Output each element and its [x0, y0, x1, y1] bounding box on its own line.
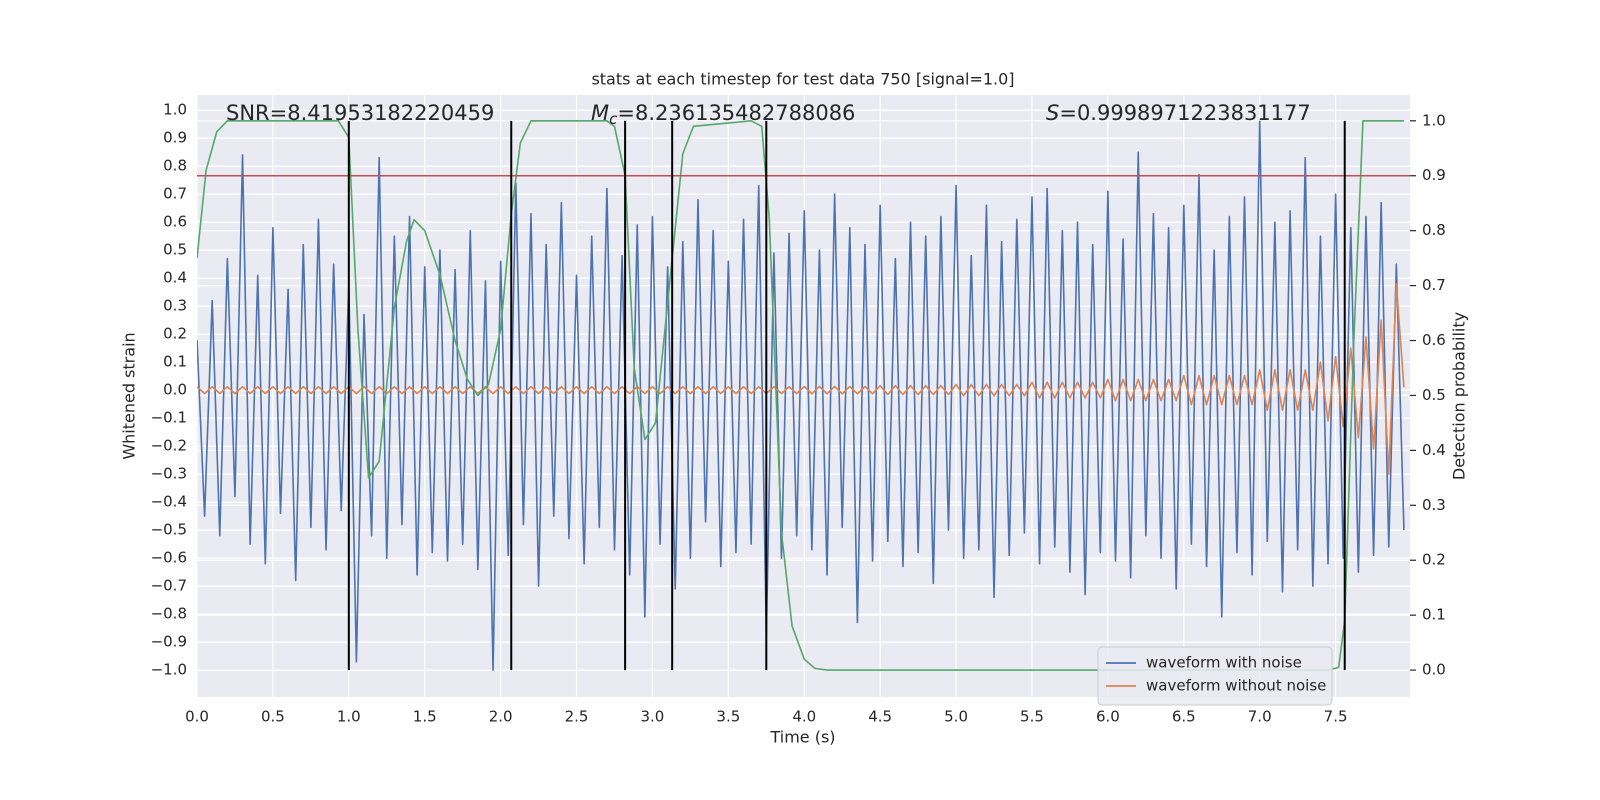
y2-tick-label: 0.7: [1422, 276, 1446, 294]
chart-title: stats at each timestep for test data 750…: [591, 70, 1014, 89]
legend: waveform with noise waveform without nois…: [1097, 646, 1333, 706]
y-tick-label: −0.2: [151, 437, 187, 455]
y-tick-label: 0.2: [163, 325, 187, 343]
y2-tick-label: 1.0: [1422, 111, 1446, 129]
x-tick-label: 7.5: [1324, 708, 1348, 726]
series-line: [197, 120, 1404, 671]
y-tick-label: 0.6: [163, 213, 187, 231]
annotation: S=0.9998971223831177: [1046, 101, 1311, 125]
x-tick-label: 6.0: [1096, 708, 1120, 726]
x-tick-label: 5.0: [944, 708, 968, 726]
y2-tick-label: 0.6: [1422, 331, 1446, 349]
y2-tick-label: 0.3: [1422, 496, 1446, 514]
y-tick-label: 0.0: [163, 381, 187, 399]
annotation-symbol: S: [1046, 101, 1059, 125]
series-line: [197, 282, 1405, 475]
y-tick-label: 1.0: [163, 101, 187, 119]
y2-tick-label: 0.4: [1422, 441, 1446, 459]
y2-tick-label: 0.8: [1422, 221, 1446, 239]
y2-tick-label: 0.2: [1422, 551, 1446, 569]
x-tick-label: 7.0: [1248, 708, 1272, 726]
y-tick-label: 0.9: [163, 129, 187, 147]
y2-tick-label: 0.1: [1422, 606, 1446, 624]
x-tick-label: 6.5: [1172, 708, 1196, 726]
x-tick-label: 3.0: [641, 708, 665, 726]
annotation-text: SNR=8.41953182220459: [226, 101, 494, 125]
series-line: [197, 120, 1405, 671]
y-tick-label: 0.4: [163, 269, 187, 287]
x-tick-label: 0.0: [185, 708, 209, 726]
annotation-text: =0.9998971223831177: [1059, 101, 1310, 125]
x-tick-label: 0.5: [261, 708, 285, 726]
y-tick-label: −0.8: [151, 605, 187, 623]
y-tick-label: 0.3: [163, 297, 187, 315]
legend-box: [1097, 646, 1333, 706]
x-tick-label: 3.5: [716, 708, 740, 726]
y2-tick-label: 0.9: [1422, 166, 1446, 184]
y-tick-label: 0.8: [163, 157, 187, 175]
annotation-text: =8.236135482788086: [617, 101, 855, 125]
legend-label: waveform with noise: [1146, 654, 1302, 672]
x-tick-label: 2.0: [489, 708, 513, 726]
annotation: Mc=8.236135482788086: [591, 101, 855, 128]
legend-label: waveform without noise: [1146, 677, 1326, 695]
x-axis-label: Time (s): [769, 728, 835, 747]
y-tick-label: −0.5: [151, 521, 187, 539]
y-tick-label: −1.0: [151, 661, 187, 679]
y2-tick-label: 0.5: [1422, 386, 1446, 404]
y-tick-label: −0.4: [151, 493, 187, 511]
y-tick-label: −0.1: [151, 409, 187, 427]
annotation-subscript: c: [609, 110, 618, 128]
y2-tick-label: 0.0: [1422, 661, 1446, 679]
x-tick-label: 2.5: [565, 708, 589, 726]
x-tick-label: 4.5: [868, 708, 892, 726]
x-tick-label: 5.5: [1020, 708, 1044, 726]
y-tick-label: 0.5: [163, 241, 187, 259]
y-tick-label: −0.9: [151, 633, 187, 651]
y-tick-label: −0.7: [151, 577, 187, 595]
y-axis-label: Whitened strain: [120, 332, 139, 459]
y-tick-label: −0.6: [151, 549, 187, 567]
annotation-symbol: M: [591, 101, 609, 125]
y-tick-label: 0.7: [163, 185, 187, 203]
x-tick-label: 1.5: [413, 708, 437, 726]
y2-axis-label: Detection probability: [1450, 312, 1469, 480]
x-tick-label: 4.0: [792, 708, 816, 726]
y-tick-label: 0.1: [163, 353, 187, 371]
x-tick-label: 1.0: [337, 708, 361, 726]
y-tick-label: −0.3: [151, 465, 187, 483]
annotation: SNR=8.41953182220459: [226, 101, 494, 125]
